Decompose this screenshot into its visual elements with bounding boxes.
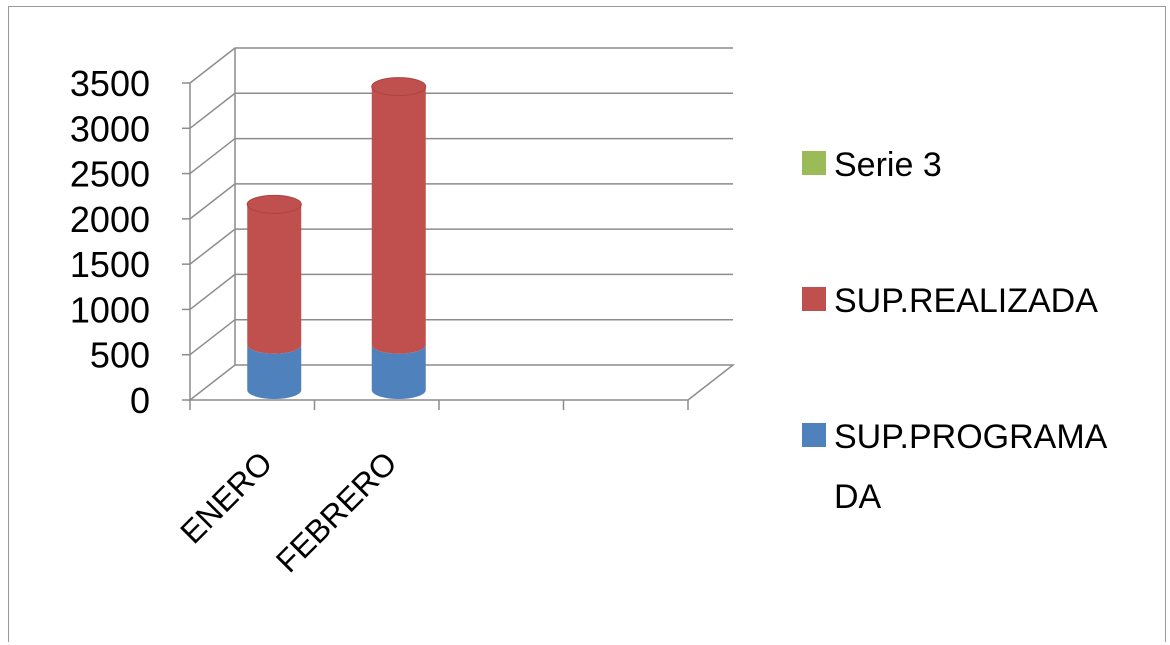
legend-label-programada-line2: DA <box>834 478 882 516</box>
legend-item-serie3: Serie 3 <box>802 146 942 184</box>
legend-label-serie3: Serie 3 <box>834 146 942 184</box>
bar-segment <box>371 86 426 354</box>
bar-segment <box>247 204 302 354</box>
y-tick-label: 500 <box>90 335 150 376</box>
bar-segment <box>247 344 302 399</box>
y-tick-label: 0 <box>130 380 150 421</box>
bar-segment <box>371 344 426 399</box>
legend-item-realizada: SUP.REALIZADA <box>802 282 1098 320</box>
chart-walls <box>187 48 736 401</box>
y-tick-label: 2000 <box>70 199 150 240</box>
chart-floor <box>187 364 736 401</box>
bars <box>246 77 427 399</box>
legend-swatch-programada <box>802 423 826 447</box>
y-tick-label: 2500 <box>70 154 150 195</box>
legend-item-programada: SUP.PROGRAMA DA <box>802 418 1108 516</box>
y-tick-label: 3500 <box>70 63 150 104</box>
chart-frame <box>8 6 1166 642</box>
gridline <box>189 183 733 220</box>
gridline <box>189 273 733 311</box>
x-category-label: ENERO <box>173 444 279 550</box>
y-tick-label: 3000 <box>70 108 150 149</box>
y-tick-label: 1000 <box>70 289 150 330</box>
y-tick-label: 1500 <box>70 244 150 285</box>
legend: Serie 3 SUP.REALIZADA SUP.PROGRAMA DA <box>802 146 1108 516</box>
gridline <box>189 318 733 356</box>
gridlines <box>189 47 733 356</box>
x-category-label: FEBRERO <box>269 444 404 579</box>
legend-swatch-serie3 <box>802 151 826 175</box>
bar-top-cap <box>246 194 302 214</box>
bar-top-cap <box>371 77 427 97</box>
gridline <box>189 137 733 175</box>
gridline <box>189 92 733 129</box>
legend-label-realizada: SUP.REALIZADA <box>834 282 1098 320</box>
gridline <box>189 47 733 84</box>
gridline <box>189 228 733 265</box>
legend-swatch-realizada <box>802 287 826 311</box>
legend-label-programada-line1: SUP.PROGRAMA <box>834 418 1108 456</box>
